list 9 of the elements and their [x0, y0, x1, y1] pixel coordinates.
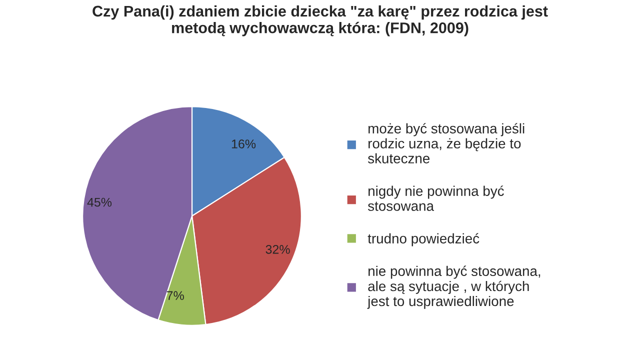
data-label: 7% — [166, 291, 184, 300]
data-label: 32% — [266, 244, 290, 254]
data-label: 16% — [232, 140, 256, 148]
chart-title: Czy Pana(i) zdaniem zbicie dziecka "za karę" przez rodzica jest metodą wychowawczą która: (FDN, 2009) — [92, 5, 548, 36]
legend-label: trudno powiedzieć — [368, 233, 480, 246]
legend-label: nigdy nie powinna być stosowana — [368, 186, 504, 211]
legend-label: może być stosowana jeśli rodzic uzna, że będzie to skuteczne — [368, 123, 524, 164]
data-label: 45% — [87, 198, 112, 207]
legend-label: nie powinna być stosowana, ale są sytuacje , w których jest to usprawiedliwione — [367, 266, 540, 309]
